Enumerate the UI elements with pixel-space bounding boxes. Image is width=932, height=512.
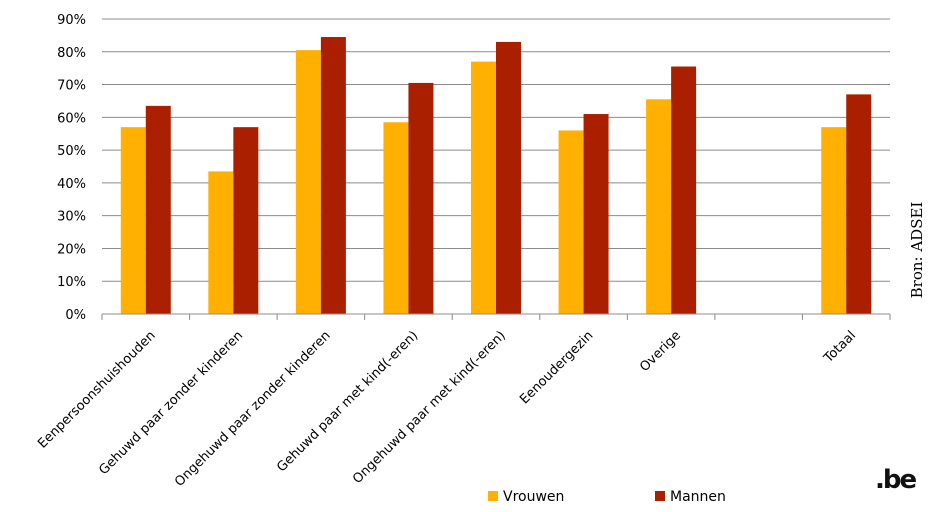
bar-mannen xyxy=(583,114,609,314)
bar-vrouwen xyxy=(295,50,321,315)
x-tick-label: Gehuwd paar met kind(-eren) xyxy=(274,328,421,475)
x-axis xyxy=(101,313,891,320)
bar-mannen xyxy=(233,127,259,315)
y-tick-label: 60% xyxy=(57,111,86,126)
legend-label-mannen: Mannen xyxy=(670,489,726,505)
y-tick-label: 0% xyxy=(65,308,86,323)
legend-swatch-vrouwen xyxy=(488,491,498,501)
y-tick-label: 80% xyxy=(57,46,86,61)
y-tick-label: 70% xyxy=(57,79,86,94)
x-tick-label: Gehuwd paar zonder kinderen xyxy=(96,328,246,478)
bar-mannen xyxy=(496,41,521,314)
x-tick-label: Ongehuwd paar met kind(-eren) xyxy=(350,328,509,487)
y-axis-ticks: 0% 10% 20% 30% 40% 50% 60% 70% 80% 90% xyxy=(57,13,86,323)
bar-vrouwen xyxy=(383,122,409,314)
bar-mannen xyxy=(145,105,171,314)
bar-mannen xyxy=(320,37,346,315)
x-tick-label: Eenoudergezin xyxy=(517,328,596,407)
belgium-be-logo: .be xyxy=(875,465,916,495)
y-tick-label: 40% xyxy=(57,177,86,192)
y-tick-label: 50% xyxy=(57,144,86,159)
bar-vrouwen xyxy=(646,99,672,314)
source-note: Bron: ADSEI xyxy=(908,202,926,299)
y-tick-label: 90% xyxy=(57,13,86,28)
bar-vrouwen xyxy=(471,61,496,314)
bar-vrouwen xyxy=(208,171,234,314)
legend-label-vrouwen: Vrouwen xyxy=(503,489,564,505)
x-tick-label: Overige xyxy=(637,328,684,375)
x-tick-label: Ongehuwd paar zonder kinderen xyxy=(172,328,334,490)
bar-mannen xyxy=(671,66,697,315)
bar-vrouwen xyxy=(821,127,847,315)
y-tick-label: 30% xyxy=(57,210,86,225)
bars xyxy=(120,37,872,315)
bar-vrouwen xyxy=(120,127,146,315)
legend-swatch-mannen xyxy=(655,491,665,501)
bar-mannen xyxy=(408,82,434,315)
bar-mannen xyxy=(846,94,872,314)
y-tick-label: 20% xyxy=(57,242,86,257)
bar-vrouwen xyxy=(558,130,584,314)
y-tick-label: 10% xyxy=(57,275,86,290)
legend: Vrouwen Mannen xyxy=(488,489,726,505)
x-tick-label: Totaal xyxy=(821,328,859,366)
